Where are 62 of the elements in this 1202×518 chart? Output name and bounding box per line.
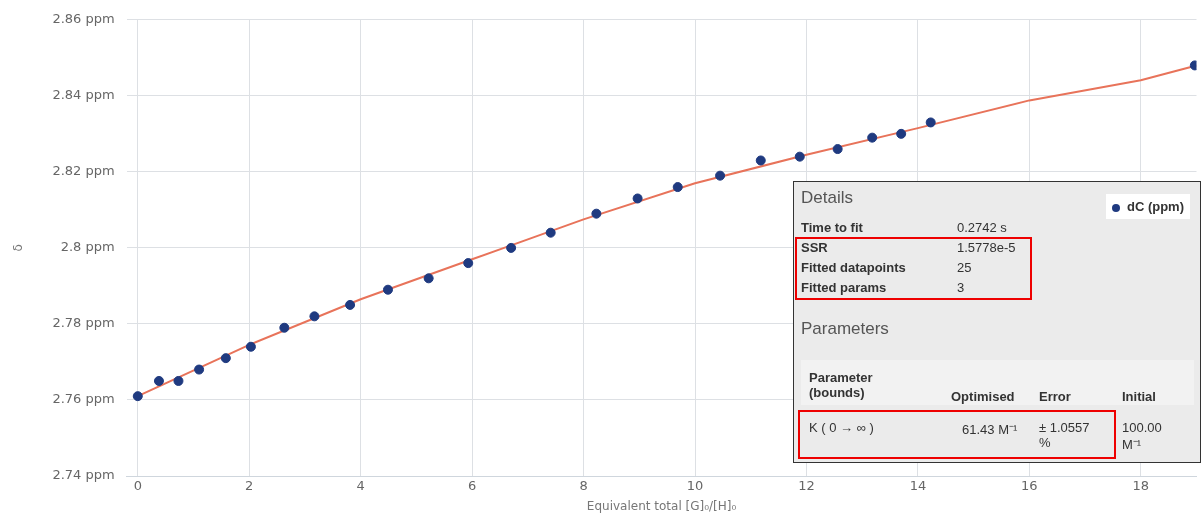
annotation: Fitted datapoints xyxy=(801,260,906,275)
annotation: K ( 0 → ∞ ) xyxy=(809,420,875,435)
point xyxy=(309,311,320,322)
annotation: Parameter (bounds) xyxy=(809,370,874,400)
point xyxy=(896,128,907,139)
x-tick-label: 10 xyxy=(686,478,704,494)
x-tick-label: 6 xyxy=(467,478,477,494)
annotation: 100.00 M⁻¹ xyxy=(1122,420,1163,453)
annotation: 0.2742 s xyxy=(957,220,1007,235)
legend-label: dC (ppm) xyxy=(1125,199,1184,214)
annotation: SSR xyxy=(801,240,828,255)
point xyxy=(132,391,143,402)
point xyxy=(591,208,602,219)
point xyxy=(463,258,474,269)
annotation: ± 1.0557 % xyxy=(1039,420,1091,450)
annotation: Error xyxy=(1039,389,1071,404)
y-tick-label: 2.78 ppm xyxy=(52,315,115,331)
annotation: Initial xyxy=(1122,389,1156,404)
annotation: 61.43 M⁻¹ xyxy=(962,421,1019,438)
annotation: 25 xyxy=(957,260,972,275)
x-tick-label: 14 xyxy=(909,478,927,494)
point xyxy=(867,132,878,143)
point xyxy=(220,353,231,364)
y-axis-title: δ xyxy=(11,244,26,252)
point xyxy=(925,117,936,128)
point xyxy=(632,193,643,204)
annotation: Optimised xyxy=(951,389,1015,404)
annotation: 1.5778e-5 xyxy=(957,240,1016,255)
y-tick-label: 2.82 ppm xyxy=(52,163,115,179)
point xyxy=(173,375,184,386)
x-tick-label: 0 xyxy=(133,478,142,494)
point xyxy=(153,375,164,386)
point xyxy=(832,144,843,155)
point xyxy=(345,299,356,310)
annotation: 3 xyxy=(957,280,965,295)
x-tick-label: 18 xyxy=(1132,478,1150,494)
annotation: Details xyxy=(801,188,853,208)
point xyxy=(194,364,205,375)
point xyxy=(545,227,556,238)
point xyxy=(382,284,393,295)
point xyxy=(506,242,517,253)
annotation: Parameters xyxy=(801,319,889,339)
y-tick-label: 2.84 ppm xyxy=(52,87,115,103)
x-tick-label: 2 xyxy=(245,478,254,494)
point xyxy=(245,341,256,352)
point xyxy=(672,182,683,193)
annotation: Fitted params xyxy=(801,280,887,295)
point xyxy=(279,322,290,333)
x-tick-label: 16 xyxy=(1021,478,1038,494)
x-tick-label: 8 xyxy=(579,478,588,494)
y-tick-label: 2.8 ppm xyxy=(60,239,115,255)
x-axis-title: Equivalent total [G]₀/[H]₀ xyxy=(586,498,737,513)
y-tick-label: 2.76 ppm xyxy=(52,391,115,407)
y-tick-label: 2.86 ppm xyxy=(52,11,115,27)
y-tick-label: 2.74 ppm xyxy=(52,467,115,483)
x-tick-label: 12 xyxy=(798,478,815,494)
point xyxy=(794,151,805,162)
point xyxy=(715,170,726,181)
point xyxy=(423,273,434,284)
x-tick-label: 4 xyxy=(356,478,365,494)
annotation: Time to fit xyxy=(801,220,863,235)
point xyxy=(755,155,766,166)
